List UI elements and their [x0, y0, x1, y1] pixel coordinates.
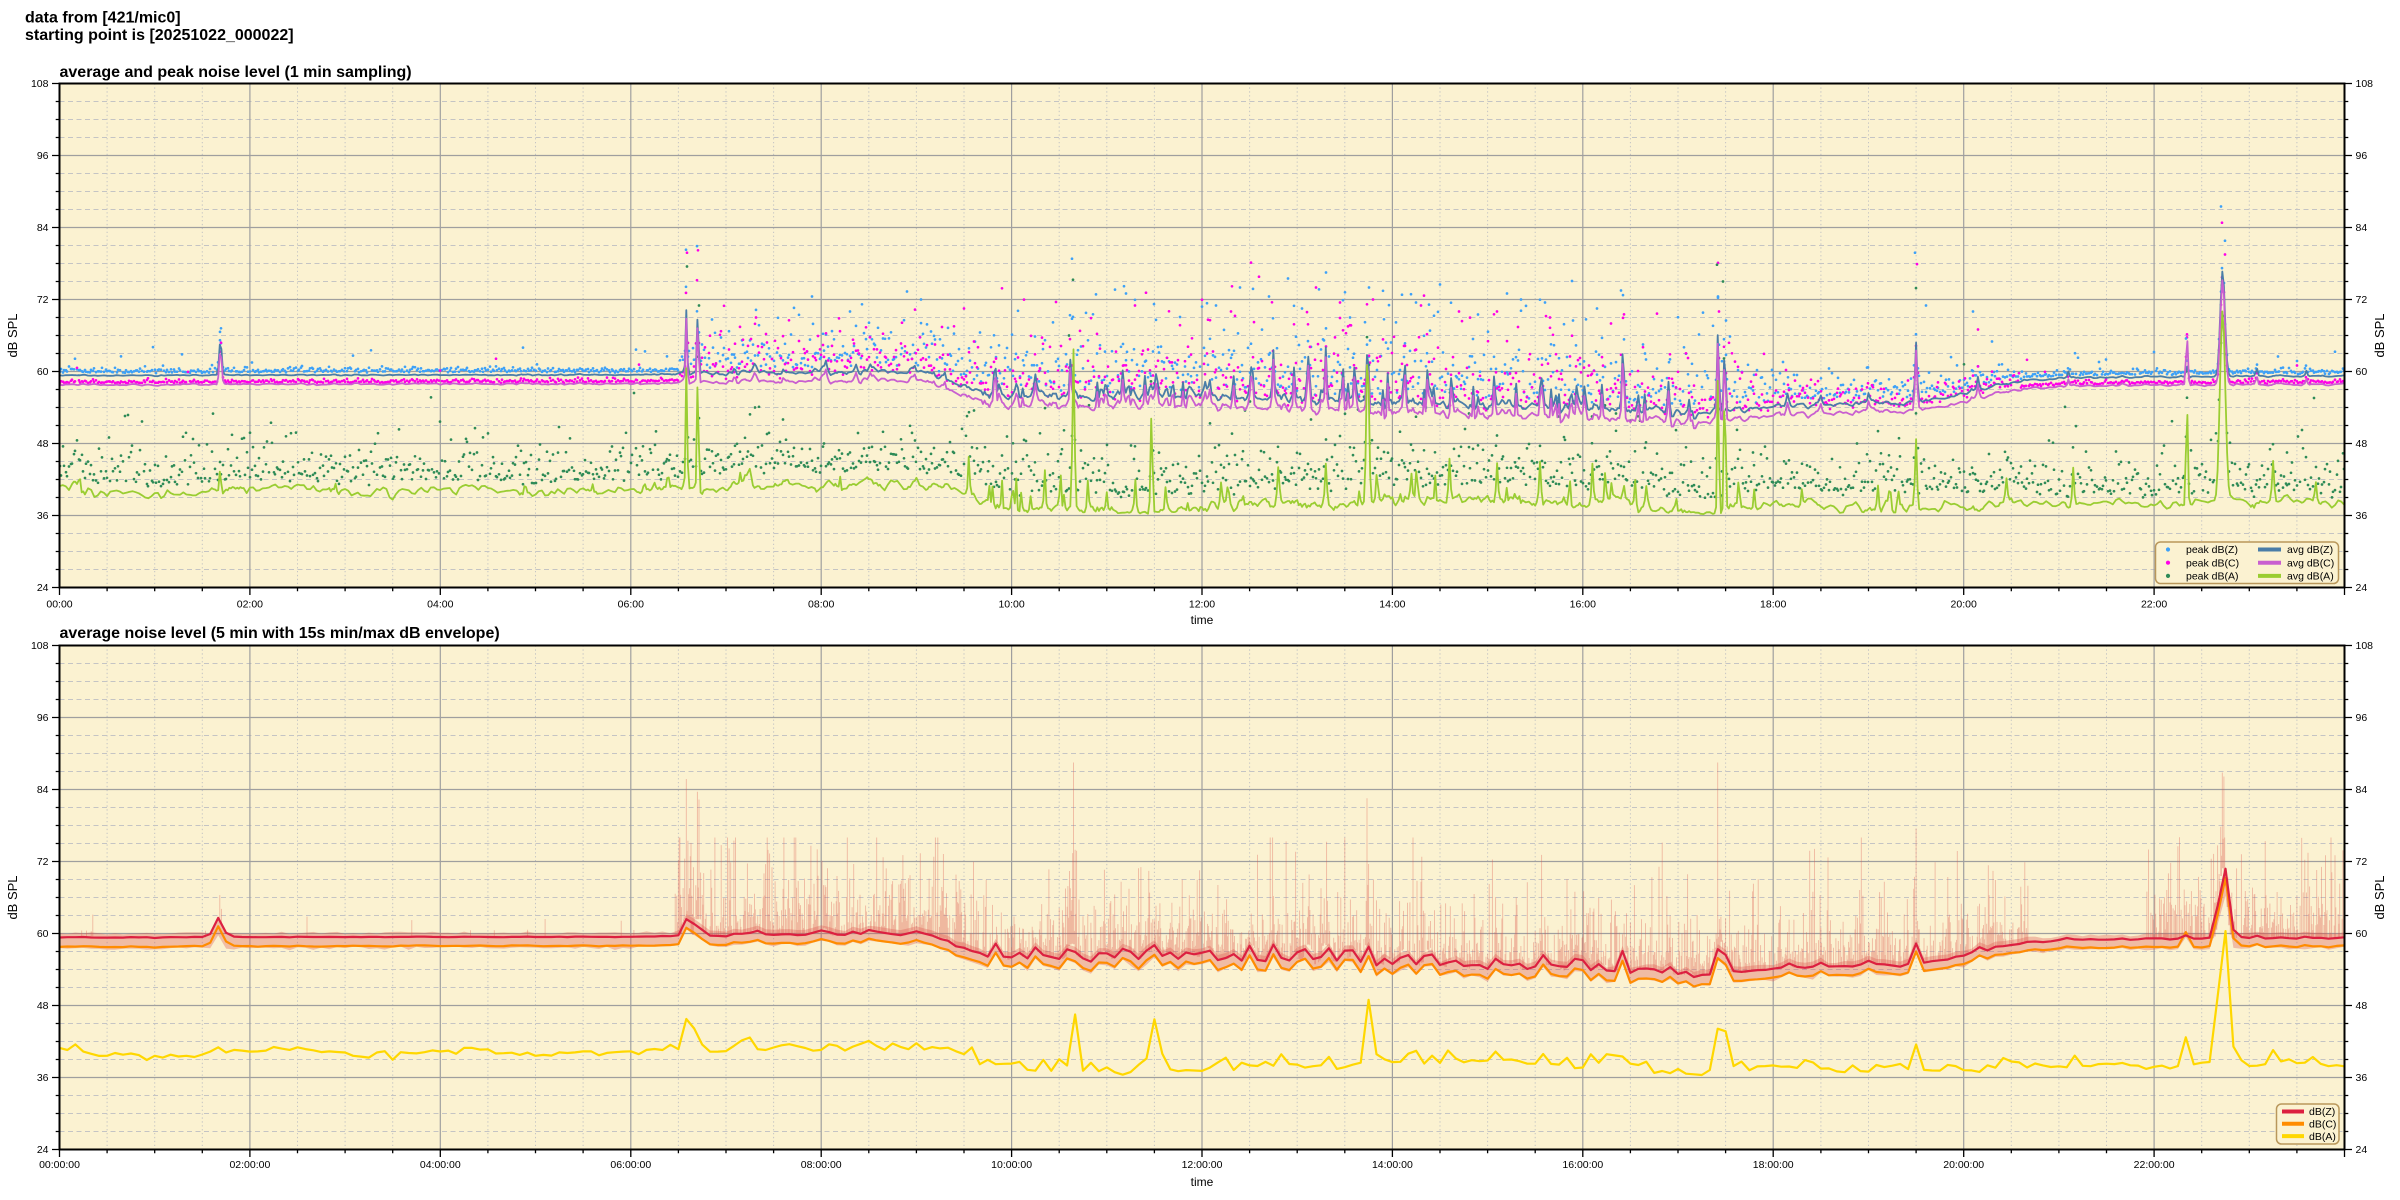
svg-text:peak dB(A): peak dB(A): [2186, 571, 2239, 583]
svg-text:72: 72: [37, 856, 49, 868]
svg-text:96: 96: [37, 150, 49, 162]
svg-text:14:00:00: 14:00:00: [1372, 1159, 1413, 1171]
svg-text:08:00:00: 08:00:00: [801, 1159, 842, 1171]
svg-text:96: 96: [37, 712, 49, 724]
svg-text:10:00: 10:00: [998, 599, 1024, 611]
svg-text:16:00:00: 16:00:00: [1562, 1159, 1603, 1171]
svg-text:36: 36: [2356, 1072, 2368, 1084]
svg-text:dB SPL: dB SPL: [5, 313, 20, 357]
svg-text:dB(A): dB(A): [2309, 1131, 2336, 1143]
svg-text:avg dB(A): avg dB(A): [2287, 571, 2334, 583]
svg-text:16:00: 16:00: [1570, 599, 1596, 611]
svg-text:data from [421/mic0]: data from [421/mic0]: [25, 10, 181, 27]
svg-text:24: 24: [2356, 1144, 2368, 1156]
svg-text:02:00:00: 02:00:00: [229, 1159, 270, 1171]
svg-text:22:00: 22:00: [2141, 599, 2167, 611]
svg-text:00:00: 00:00: [46, 599, 72, 611]
svg-text:18:00: 18:00: [1760, 599, 1786, 611]
svg-text:12:00: 12:00: [1189, 599, 1215, 611]
svg-text:36: 36: [2356, 510, 2368, 522]
svg-text:average and peak noise level (: average and peak noise level (1 min samp…: [60, 64, 412, 81]
svg-text:22:00:00: 22:00:00: [2134, 1159, 2175, 1171]
svg-text:average noise level (5 min wit: average noise level (5 min with 15s min/…: [60, 625, 500, 642]
svg-text:108: 108: [2356, 640, 2374, 652]
svg-text:60: 60: [2356, 366, 2368, 378]
svg-text:peak dB(Z): peak dB(Z): [2186, 544, 2238, 556]
svg-text:48: 48: [2356, 438, 2368, 450]
svg-text:36: 36: [37, 1072, 49, 1084]
svg-text:14:00: 14:00: [1379, 599, 1405, 611]
svg-text:20:00: 20:00: [1951, 599, 1977, 611]
svg-text:08:00: 08:00: [808, 599, 834, 611]
svg-text:peak dB(C): peak dB(C): [2186, 557, 2239, 569]
svg-text:84: 84: [37, 222, 49, 234]
svg-text:time: time: [1191, 613, 1214, 627]
svg-text:avg dB(C): avg dB(C): [2287, 557, 2334, 569]
svg-text:06:00: 06:00: [618, 599, 644, 611]
svg-text:24: 24: [37, 582, 49, 594]
svg-text:72: 72: [2356, 294, 2368, 306]
svg-text:04:00:00: 04:00:00: [420, 1159, 461, 1171]
svg-text:60: 60: [2356, 928, 2368, 940]
svg-text:84: 84: [37, 784, 49, 796]
svg-text:108: 108: [31, 640, 49, 652]
svg-text:84: 84: [2356, 784, 2368, 796]
svg-text:60: 60: [37, 366, 49, 378]
svg-text:starting point is [20251022_00: starting point is [20251022_000022]: [25, 27, 294, 44]
svg-text:dB SPL: dB SPL: [2372, 875, 2387, 919]
svg-text:36: 36: [37, 510, 49, 522]
svg-text:108: 108: [2356, 78, 2374, 90]
svg-text:18:00:00: 18:00:00: [1753, 1159, 1794, 1171]
svg-text:00:00:00: 00:00:00: [39, 1159, 80, 1171]
svg-text:02:00: 02:00: [237, 599, 263, 611]
svg-text:dB(Z): dB(Z): [2309, 1106, 2335, 1118]
svg-text:24: 24: [37, 1144, 49, 1156]
svg-text:48: 48: [37, 438, 49, 450]
svg-text:time: time: [1191, 1175, 1214, 1189]
svg-text:12:00:00: 12:00:00: [1182, 1159, 1223, 1171]
svg-text:96: 96: [2356, 712, 2368, 724]
svg-text:dB SPL: dB SPL: [5, 875, 20, 919]
svg-text:dB SPL: dB SPL: [2372, 313, 2387, 357]
svg-text:24: 24: [2356, 582, 2368, 594]
svg-text:48: 48: [37, 1000, 49, 1012]
svg-text:84: 84: [2356, 222, 2368, 234]
svg-text:60: 60: [37, 928, 49, 940]
svg-text:10:00:00: 10:00:00: [991, 1159, 1032, 1171]
svg-text:108: 108: [31, 78, 49, 90]
svg-text:72: 72: [37, 294, 49, 306]
svg-text:20:00:00: 20:00:00: [1943, 1159, 1984, 1171]
svg-text:96: 96: [2356, 150, 2368, 162]
svg-text:dB(C): dB(C): [2309, 1119, 2336, 1131]
svg-text:avg dB(Z): avg dB(Z): [2287, 544, 2333, 556]
svg-text:72: 72: [2356, 856, 2368, 868]
svg-text:04:00: 04:00: [427, 599, 453, 611]
svg-text:06:00:00: 06:00:00: [610, 1159, 651, 1171]
svg-text:48: 48: [2356, 1000, 2368, 1012]
